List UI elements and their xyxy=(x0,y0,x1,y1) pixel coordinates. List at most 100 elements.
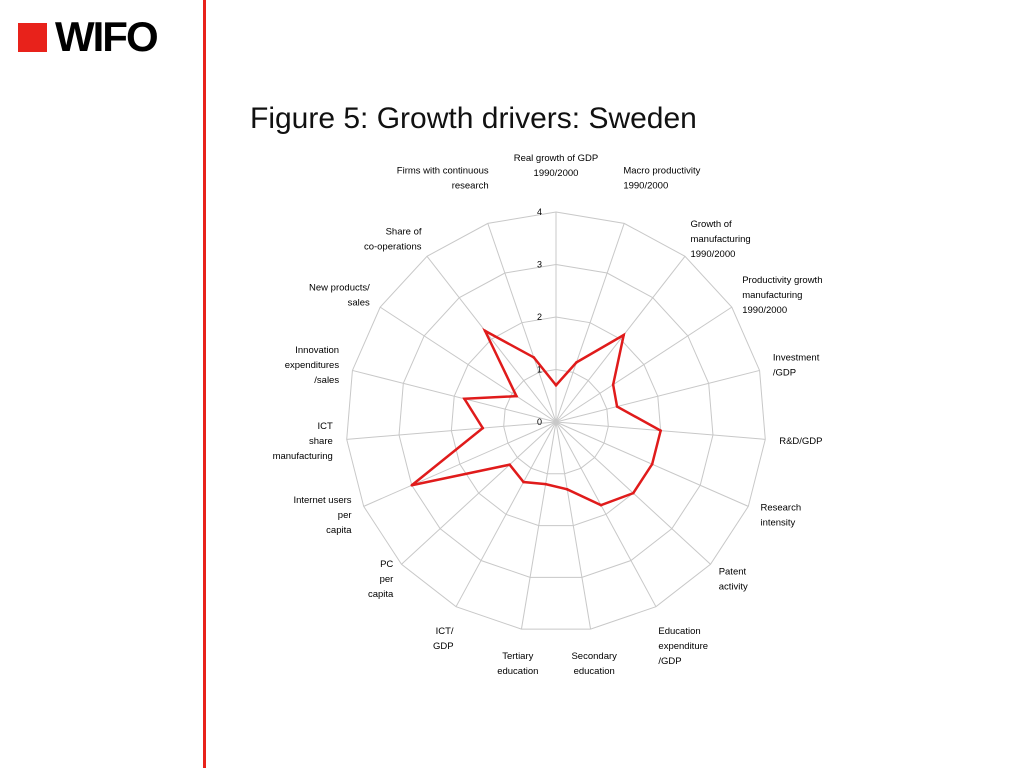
category-label-line: New products/ xyxy=(309,283,370,294)
data-point-9 xyxy=(565,488,569,491)
category-label-line: expenditure xyxy=(658,641,708,652)
radar-series xyxy=(410,327,663,507)
category-label-line: Investment xyxy=(773,353,820,364)
category-label-line: PC xyxy=(380,559,393,570)
spoke-2 xyxy=(555,255,686,423)
category-label-10: Tertiary education xyxy=(497,651,538,677)
category-label-line: per xyxy=(380,574,394,585)
spoke-18 xyxy=(487,223,557,423)
logo-red-square xyxy=(18,22,47,52)
spoke-14 xyxy=(346,421,557,440)
data-point-18 xyxy=(532,356,536,359)
category-label-line: Internet users xyxy=(293,495,351,506)
category-label-4: Investment/GDP xyxy=(773,353,820,379)
data-point-11 xyxy=(522,480,525,484)
category-label-line: Education xyxy=(658,626,700,637)
category-label-2: Growth of manufacturing 1990/2000 xyxy=(690,219,750,260)
category-label-line: Share of xyxy=(386,226,422,237)
category-label-16: New products/sales xyxy=(309,283,370,309)
category-label-8: Education expenditure/GDP xyxy=(658,626,708,667)
category-label-line: activity xyxy=(719,582,748,593)
category-label-6: Research intensity xyxy=(760,503,801,529)
spoke-11 xyxy=(455,421,557,607)
data-point-6 xyxy=(650,462,654,466)
category-label-9: Secondary education xyxy=(571,651,617,677)
category-label-line: Secondary xyxy=(571,651,617,662)
data-point-4 xyxy=(615,405,619,408)
category-label-line: share xyxy=(309,436,333,447)
data-point-15 xyxy=(463,397,466,401)
category-label-13: Internet users per capita xyxy=(293,495,352,536)
data-point-10 xyxy=(544,482,547,486)
category-label-line: Research xyxy=(760,503,801,514)
data-point-14 xyxy=(481,426,485,430)
category-label-line: per xyxy=(338,510,352,521)
spoke-10 xyxy=(520,421,557,630)
category-label-line: 1990/2000 xyxy=(742,305,787,316)
data-point-7 xyxy=(631,491,635,495)
category-label-line: Tertiary xyxy=(502,651,533,662)
category-label-line: 1990/2000 xyxy=(623,181,668,192)
category-label-5: R&D/GDP xyxy=(779,436,822,447)
category-label-1: Macro productivity 1990/2000 xyxy=(623,166,700,192)
grid-ring-2 xyxy=(450,316,662,527)
category-label-line: sales xyxy=(348,298,370,309)
category-label-17: Share of co-operations xyxy=(364,226,422,252)
tick-label-3: 3 xyxy=(537,260,542,270)
data-point-2 xyxy=(622,333,626,337)
tick-label-4: 4 xyxy=(537,207,542,217)
category-label-line: Innovation xyxy=(295,345,339,356)
category-label-line: manufacturing xyxy=(273,451,333,462)
category-label-line: GDP xyxy=(433,641,454,652)
series-line-0 xyxy=(410,327,663,507)
logo-text: WIFO xyxy=(55,13,159,60)
category-label-line: Productivity growth xyxy=(742,275,822,286)
category-label-15: Innovation expenditures/sales xyxy=(285,345,340,386)
tick-label-2: 2 xyxy=(537,312,542,322)
category-label-11: ICT/GDP xyxy=(433,626,454,652)
spoke-4 xyxy=(555,369,760,423)
category-label-7: Patent activity xyxy=(719,567,748,593)
category-label-line: expenditures xyxy=(285,360,340,371)
radar-category-labels: Real growth of GDP 1990/2000 Macro product… xyxy=(273,153,823,677)
category-label-line: manufacturing xyxy=(690,234,750,245)
spoke-12 xyxy=(401,421,557,565)
data-point-0 xyxy=(554,383,558,387)
spoke-16 xyxy=(379,306,557,423)
radar-tick-labels: 0 1 2 3 4 xyxy=(537,207,542,427)
category-label-line: Macro productivity xyxy=(623,166,700,177)
data-point-12 xyxy=(508,463,511,466)
category-label-12: PC per capita xyxy=(368,559,394,600)
category-label-line: ICT/ xyxy=(436,626,454,637)
spoke-1 xyxy=(555,223,625,423)
category-label-line: Firms with continuous xyxy=(397,166,489,177)
category-label-line: manufacturing xyxy=(742,290,802,301)
category-label-line: capita xyxy=(368,589,394,600)
tick-label-1: 1 xyxy=(537,365,542,375)
spoke-8 xyxy=(555,421,657,607)
grid-ring-3 xyxy=(398,263,714,578)
category-label-line: /GDP xyxy=(658,656,681,667)
data-point-17 xyxy=(483,329,487,333)
category-label-line: /sales xyxy=(314,375,339,386)
category-label-line: Growth of xyxy=(690,219,732,230)
category-label-line: 1990/2000 xyxy=(534,168,579,179)
grid-ring-4 xyxy=(346,211,766,630)
tick-label-0: 0 xyxy=(537,417,542,427)
data-point-13 xyxy=(410,483,414,487)
category-label-line: co-operations xyxy=(364,241,422,252)
spoke-17 xyxy=(426,255,557,423)
category-label-14: ICT share manufacturing xyxy=(273,421,333,462)
category-label-line: research xyxy=(452,181,489,192)
data-point-5 xyxy=(659,429,662,432)
category-label-line: Patent xyxy=(719,567,747,578)
data-point-1 xyxy=(575,361,578,364)
data-point-3 xyxy=(611,383,615,386)
data-point-16 xyxy=(515,394,518,398)
spoke-3 xyxy=(555,306,733,423)
wifo-logo: WIFO xyxy=(18,13,159,60)
data-point-8 xyxy=(599,503,603,507)
category-label-line: capita xyxy=(326,525,352,536)
category-label-line: education xyxy=(574,666,615,677)
